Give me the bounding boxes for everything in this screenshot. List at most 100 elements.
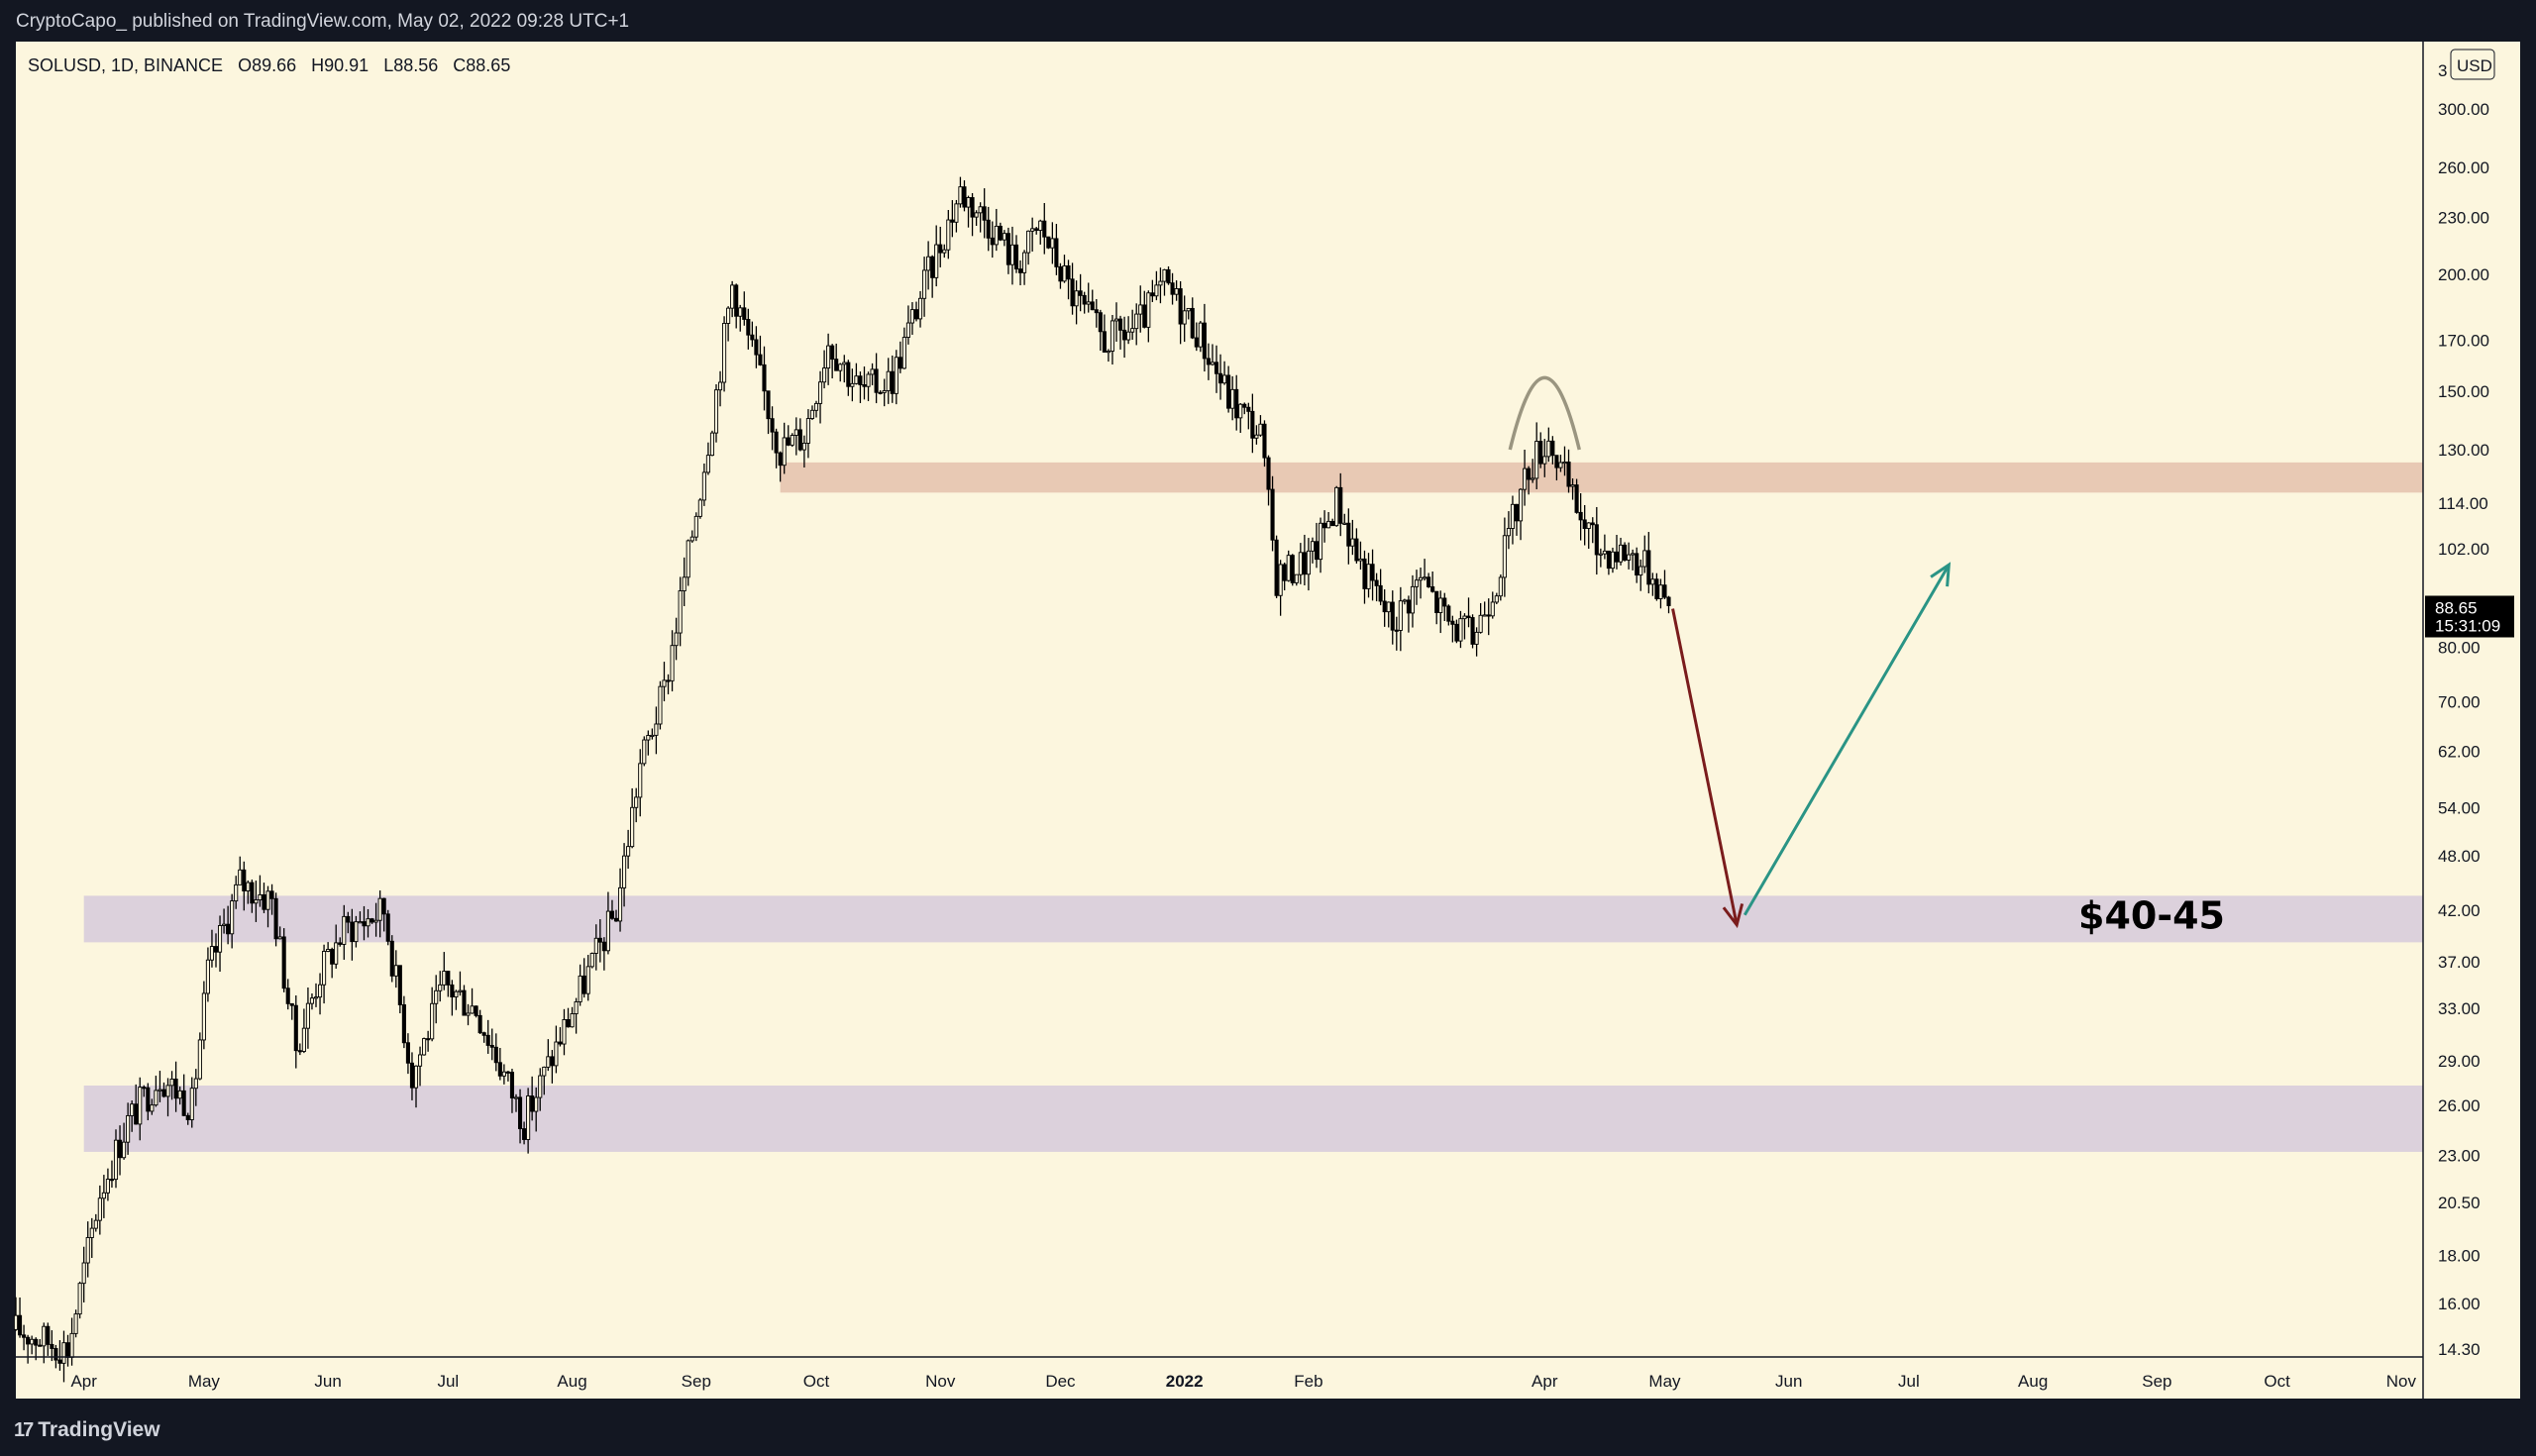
- candle-body: [522, 1128, 527, 1140]
- candle-body: [905, 322, 910, 339]
- candle-body: [762, 364, 767, 392]
- candle-body: [1314, 541, 1320, 561]
- candle: [1113, 302, 1119, 342]
- candle-body: [805, 418, 810, 444]
- candle-body: [754, 339, 759, 356]
- candle-body: [1166, 268, 1171, 284]
- candle-body: [530, 1095, 535, 1112]
- candle-body: [489, 1044, 494, 1048]
- candle: [165, 1078, 170, 1117]
- candle: [662, 662, 667, 702]
- x-tick-label: Jun: [314, 1372, 341, 1391]
- candle-body: [666, 679, 671, 682]
- candle: [770, 406, 775, 451]
- candle: [974, 210, 979, 226]
- candle-body: [626, 846, 631, 857]
- candle-body: [262, 893, 266, 910]
- candle: [1482, 601, 1487, 617]
- candle-body: [1270, 488, 1275, 541]
- candle-body: [1638, 566, 1643, 576]
- candle: [822, 350, 827, 389]
- y-tick-label: 29.00: [2438, 1052, 2481, 1071]
- candle: [358, 911, 363, 924]
- candle-body: [322, 951, 327, 986]
- y-tick-label-partial: 3: [2438, 61, 2447, 80]
- candle-body: [1474, 631, 1479, 645]
- candle: [1506, 511, 1511, 550]
- candle: [1546, 427, 1551, 463]
- y-tick-label: 80.00: [2438, 639, 2481, 658]
- candle: [238, 856, 243, 885]
- zone-1: [83, 895, 2424, 943]
- candle-body: [193, 1078, 198, 1090]
- candle-body: [642, 739, 647, 765]
- tradingview-logo[interactable]: 17 TradingView: [14, 1418, 160, 1442]
- candle-body: [946, 219, 951, 251]
- candle: [854, 363, 859, 385]
- candle: [334, 924, 339, 969]
- candle: [1350, 519, 1355, 556]
- candle-body: [113, 1139, 119, 1181]
- candle-body: [1294, 573, 1299, 583]
- candle: [1146, 290, 1151, 343]
- candle: [734, 283, 739, 329]
- candle: [1410, 574, 1416, 628]
- candle-body: [1013, 244, 1019, 270]
- last-price-countdown: 15:31:09: [2435, 616, 2500, 635]
- candle: [650, 728, 655, 740]
- candle: [409, 1052, 415, 1100]
- candle-body: [1222, 374, 1227, 384]
- candle: [1250, 393, 1255, 454]
- candle-body: [46, 1325, 51, 1345]
- candle: [501, 1064, 506, 1085]
- candle: [834, 343, 839, 371]
- candle: [1166, 265, 1171, 285]
- candle: [1030, 217, 1035, 252]
- candle: [1614, 534, 1620, 570]
- candle-body: [1346, 522, 1351, 547]
- candle: [730, 280, 735, 318]
- candle: [126, 1102, 131, 1155]
- candle: [154, 1075, 158, 1107]
- candle-body: [1514, 503, 1520, 522]
- candle: [1510, 495, 1516, 545]
- candle-body: [285, 988, 290, 1004]
- candle: [1446, 604, 1451, 626]
- candle: [317, 973, 323, 1015]
- candle: [177, 1086, 182, 1105]
- candle: [454, 989, 459, 1010]
- candle: [793, 417, 798, 456]
- candle: [1046, 236, 1051, 250]
- candle-body: [150, 1104, 155, 1112]
- candle: [1390, 590, 1395, 645]
- candle-body: [701, 471, 706, 501]
- candle-body: [817, 381, 823, 404]
- candle: [922, 257, 927, 317]
- candle: [1486, 598, 1491, 636]
- candle-body: [458, 989, 463, 992]
- candle-body: [1558, 462, 1563, 468]
- candle-body: [362, 921, 367, 927]
- candle-body: [978, 206, 983, 214]
- candle-body: [738, 307, 743, 317]
- candle-body: [1009, 244, 1015, 265]
- candle-body: [53, 1348, 58, 1361]
- candle: [205, 947, 210, 1002]
- candle: [442, 952, 447, 990]
- candle-body: [505, 1071, 510, 1074]
- candle: [301, 1008, 306, 1054]
- candle-body: [593, 937, 598, 954]
- candle: [585, 955, 590, 1001]
- candle: [297, 1043, 302, 1056]
- candle: [289, 1002, 294, 1020]
- candle-body: [173, 1078, 178, 1099]
- x-tick-label: Oct: [2264, 1372, 2290, 1391]
- candle-body: [305, 1002, 310, 1029]
- candle: [622, 843, 627, 907]
- candle-body: [1258, 423, 1263, 436]
- candle-body: [689, 536, 694, 542]
- candle-body: [122, 1141, 127, 1159]
- last-price-value: 88.65: [2435, 598, 2478, 617]
- candle-body: [1226, 374, 1231, 409]
